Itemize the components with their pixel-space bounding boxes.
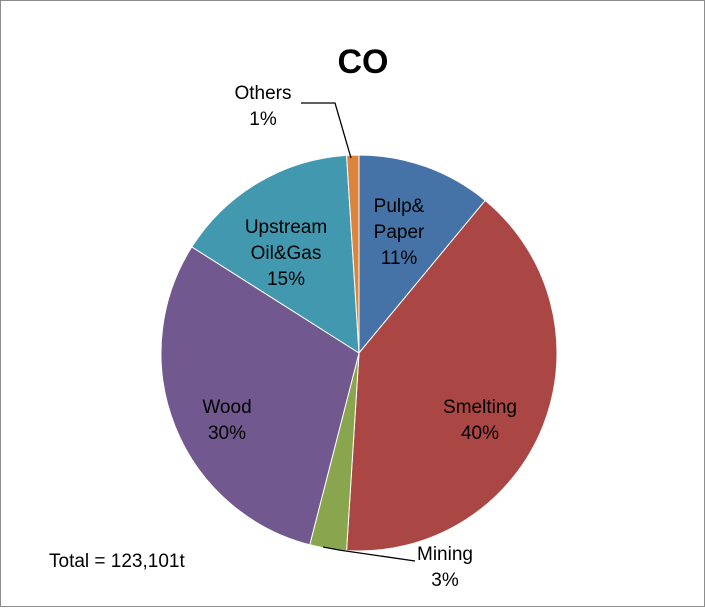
slice-label: Pulp& Paper 11% bbox=[374, 196, 425, 269]
leader-line bbox=[301, 102, 352, 159]
slice-percent: 11% bbox=[381, 248, 418, 269]
chart-title: CO bbox=[338, 43, 389, 81]
slice-name: Upstream bbox=[245, 217, 327, 238]
slice-label: Wood 30% bbox=[202, 397, 251, 444]
slice-label: Upstream Oil&Gas 15% bbox=[245, 217, 327, 290]
pie-slice-pulpand-paper bbox=[358, 154, 486, 355]
slice-name: Mining bbox=[417, 544, 473, 565]
slice-name: Paper bbox=[374, 222, 425, 243]
slice-label: Others 1% bbox=[234, 83, 291, 130]
slice-name: Smelting bbox=[443, 397, 517, 418]
slice-name: Others bbox=[234, 83, 291, 104]
pie-slice-wood bbox=[160, 246, 360, 546]
slice-name: Oil&Gas bbox=[251, 243, 322, 264]
slice-label: Smelting 40% bbox=[443, 397, 517, 444]
pie-slice-smelting bbox=[346, 199, 558, 552]
slice-percent: 40% bbox=[461, 423, 499, 444]
slice-name: Wood bbox=[202, 397, 251, 418]
slice-percent: 30% bbox=[208, 423, 246, 444]
leader-line bbox=[322, 546, 416, 562]
slice-percent: 3% bbox=[431, 570, 459, 591]
slice-name: Pulp& bbox=[374, 196, 425, 217]
pie-slice-others bbox=[346, 154, 360, 354]
slice-label: Mining 3% bbox=[417, 544, 473, 591]
slice-percent: 15% bbox=[267, 269, 305, 290]
pie-slice-upstream-oilandgas bbox=[191, 154, 360, 354]
slice-percent: 1% bbox=[249, 109, 277, 130]
total-annotation: Total = 123,101t bbox=[49, 551, 185, 572]
